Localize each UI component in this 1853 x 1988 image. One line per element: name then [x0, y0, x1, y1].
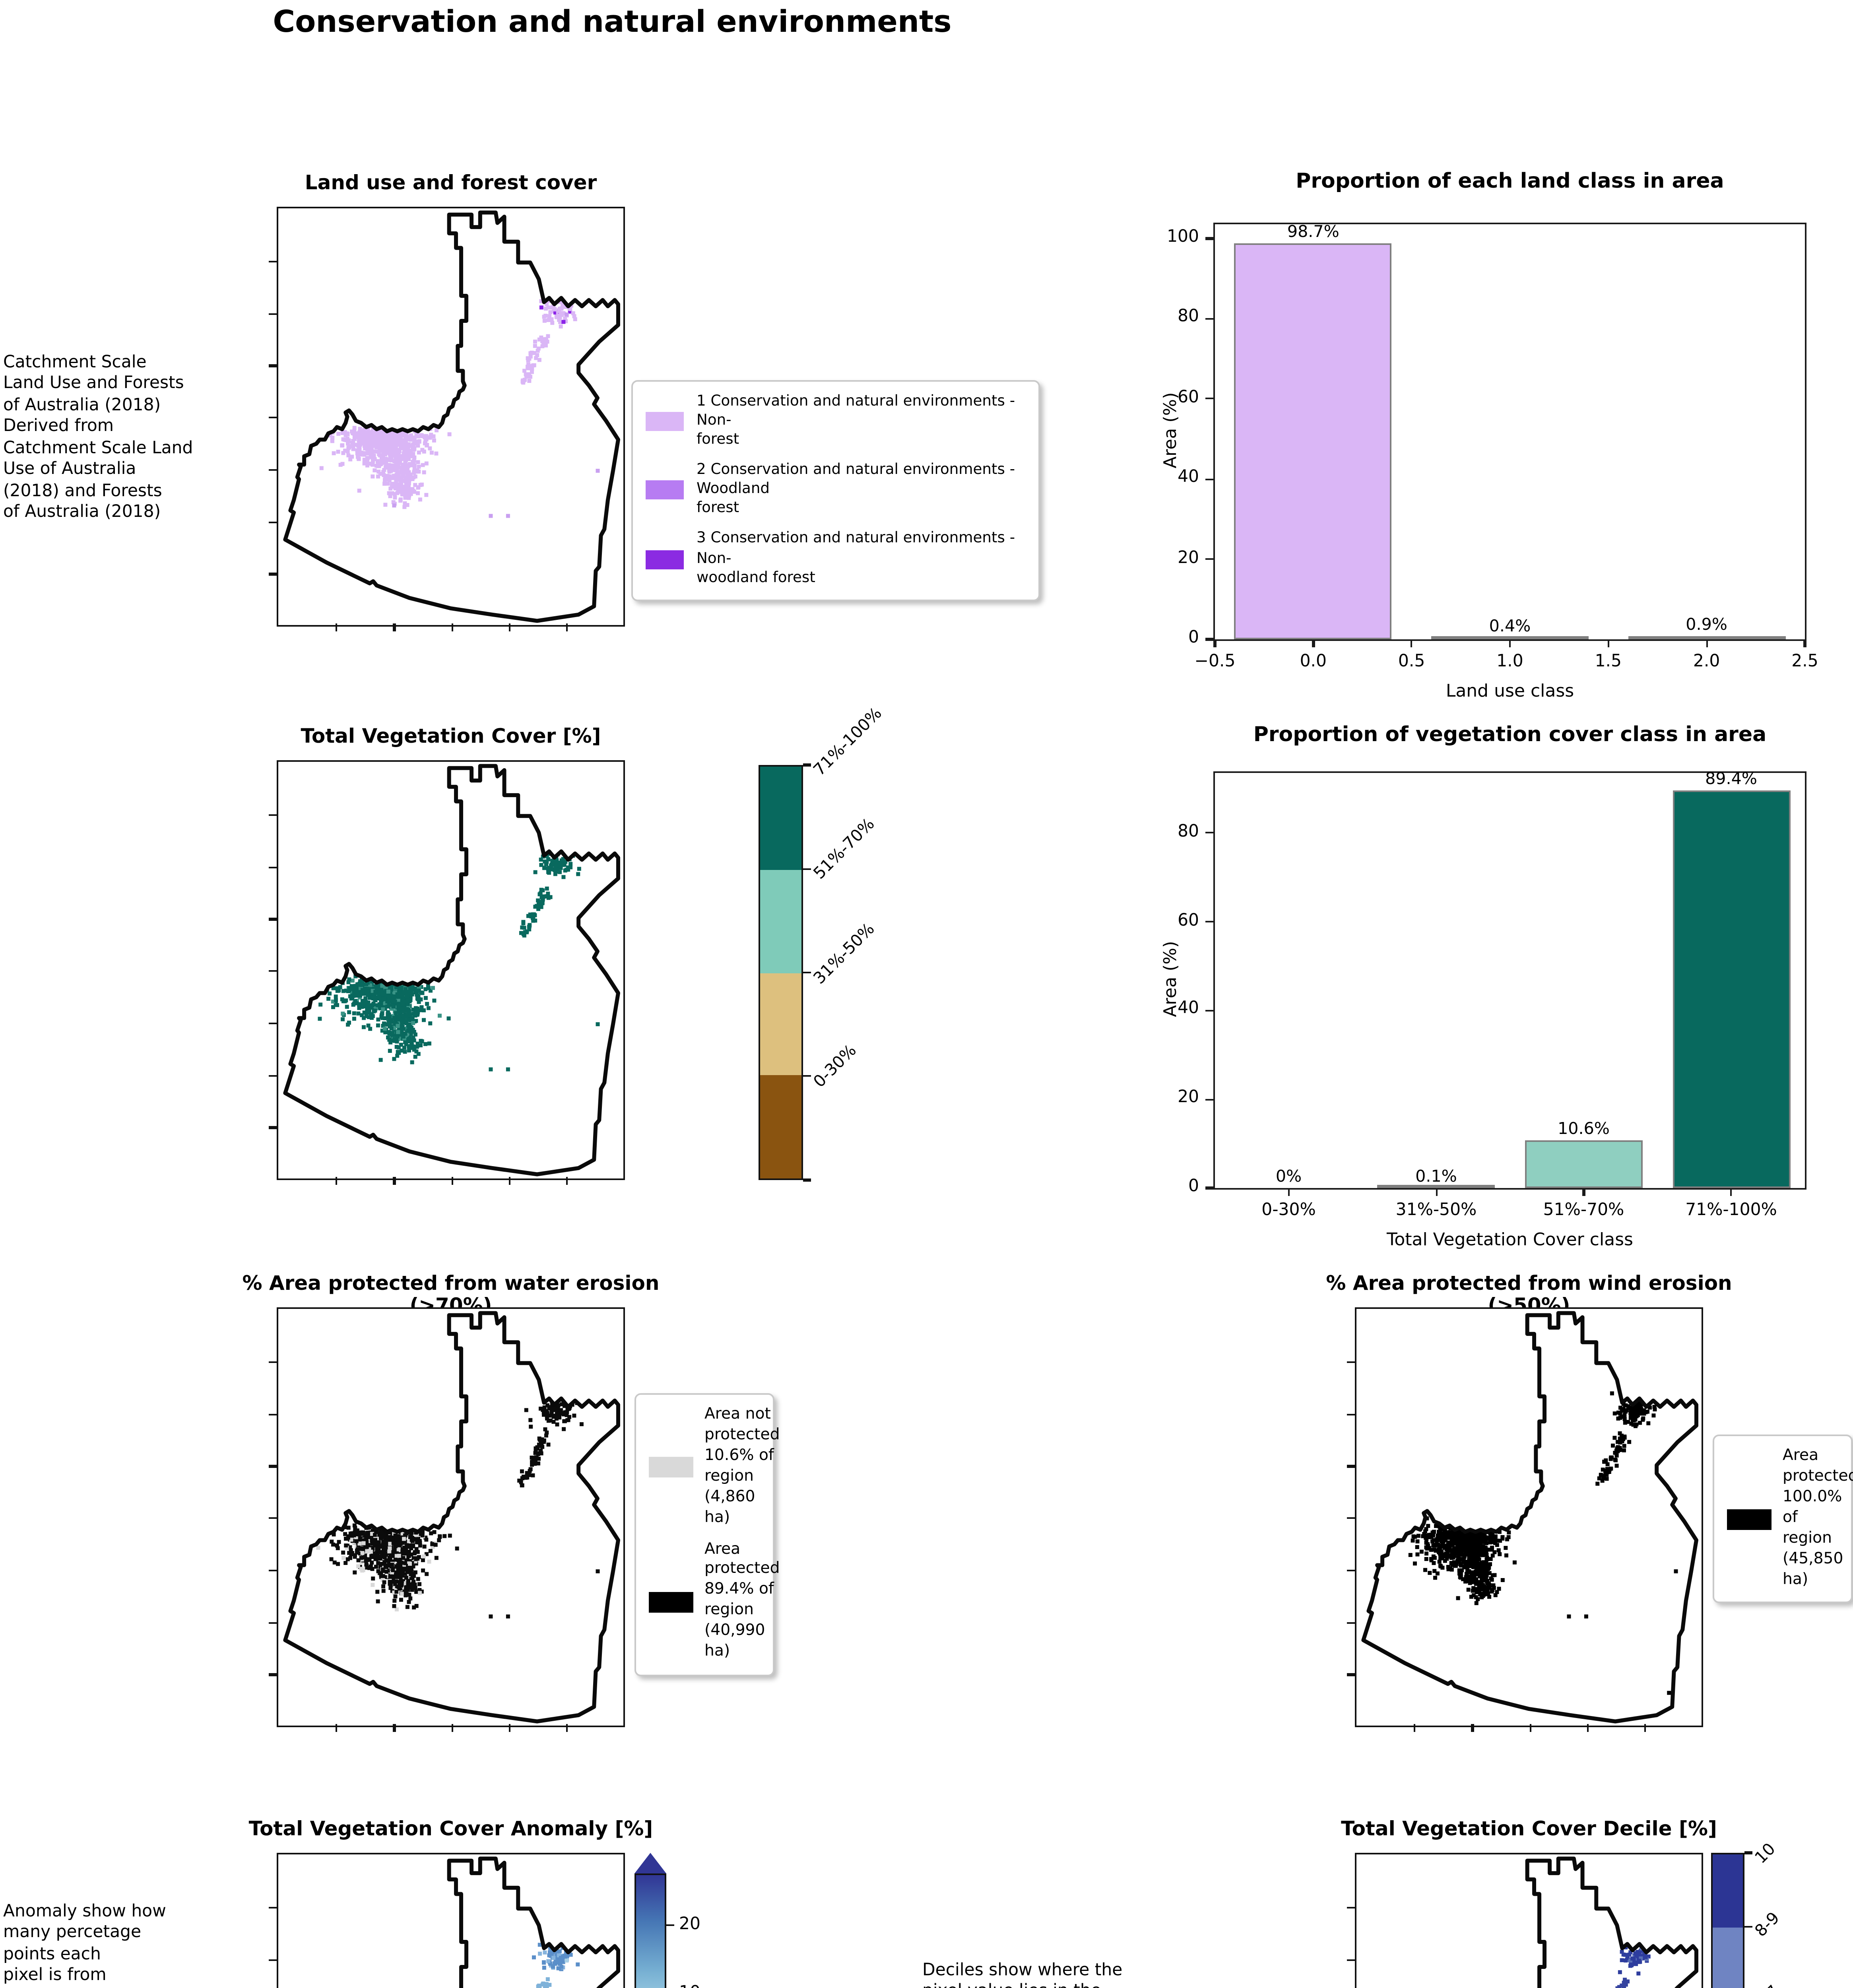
veg-class-chart-xlabel: Total Vegetation Cover class — [1386, 1229, 1633, 1250]
wind-erosion-map-title: % Area protected from wind erosion (>50%… — [1326, 1271, 1732, 1318]
anomaly-map-canvas — [278, 1854, 623, 1988]
wind-erosion-map-canvas — [1356, 1309, 1702, 1726]
woodland-forest-swatch — [646, 481, 684, 500]
legend-label: Area protected 100.0% of region (45,850 … — [1783, 1447, 1853, 1588]
veg-class-chart-title: Proportion of vegetation cover class in … — [1253, 724, 1767, 747]
decile-map — [1347, 1853, 1703, 1988]
veg-class-chart-plot: 0 20 40 60 80 0-30% 31%-50% 51%-70% 71%-100% 0% 0.… — [1178, 771, 1806, 1220]
legend-label: Area protected 89.4% of region (40,990 h… — [704, 1540, 780, 1661]
anomaly-map — [269, 1853, 625, 1988]
land-use-map — [269, 207, 625, 631]
anomaly-colorbar: 20100−10−20 — [634, 1853, 700, 1988]
legend-label: 1 Conservation and natural environments … — [697, 393, 1015, 449]
wind-erosion-map — [1347, 1307, 1703, 1732]
land-class-chart-plot: 0 20 40 60 80 100 −0.5 0.0 0.5 1.0 1.5 2.0 2.5 98.7% 0… — [1167, 223, 1818, 671]
water-erosion-legend: Area not protected 10.6% of region (4,86… — [634, 1393, 780, 1677]
protected-swatch — [1727, 1508, 1772, 1530]
veg-cover-map-canvas — [278, 762, 623, 1178]
page-title: Conservation and natural environments — [273, 5, 952, 40]
legend-label: Area not protected 10.6% of region (4,86… — [704, 1406, 780, 1526]
non-woodland-forest-swatch — [646, 549, 684, 569]
legend-item: Area protected 100.0% of region (45,850 … — [1727, 1447, 1853, 1591]
wind-erosion-legend: Area protected 100.0% of region (45,850 … — [1713, 1435, 1853, 1604]
legend-label: 3 Conservation and natural environments … — [697, 530, 1015, 586]
anomaly-side-note: Anomaly show how many percetage points e… — [3, 1902, 166, 1988]
protected-swatch — [649, 1592, 693, 1613]
legend-item: Area protected 89.4% of region (40,990 h… — [649, 1540, 780, 1664]
decile-side-note: Deciles show where the pixel value lies … — [922, 1961, 1123, 1988]
legend-item: Area not protected 10.6% of region (4,86… — [649, 1406, 780, 1529]
water-erosion-map-title: % Area protected from water erosion (>70… — [242, 1271, 660, 1318]
water-erosion-map — [269, 1307, 625, 1732]
water-erosion-map-canvas — [278, 1309, 623, 1726]
land-use-map-title: Land use and forest cover — [305, 170, 597, 194]
land-class-chart-xlabel: Land use class — [1446, 681, 1574, 701]
decile-map-title: Total Vegetation Cover Decile [%] — [1341, 1816, 1717, 1840]
legend-item: 1 Conservation and natural environments … — [646, 393, 1026, 450]
anomaly-map-title: Total Vegetation Cover Anomaly [%] — [248, 1816, 653, 1840]
decile-colorbar: 108-94-72-31 — [1711, 1841, 1784, 1988]
legend-item: 2 Conservation and natural environments … — [646, 462, 1026, 519]
land-use-legend: 1 Conservation and natural environments … — [631, 380, 1040, 601]
land-class-chart-title: Proportion of each land class in area — [1296, 170, 1724, 194]
veg-cover-map — [269, 760, 625, 1185]
land-use-map-canvas — [278, 208, 623, 625]
non-forest-swatch — [646, 412, 684, 431]
veg-cover-colorbar: 71%-100% 51%-70% 31%-50% 0-30% — [759, 705, 886, 1181]
legend-label: 2 Conservation and natural environments … — [697, 461, 1015, 518]
land-use-side-note: Catchment Scale Land Use and Forests of … — [3, 353, 193, 522]
legend-item: 3 Conservation and natural environments … — [646, 530, 1026, 588]
not-protected-swatch — [649, 1457, 693, 1478]
decile-map-canvas — [1356, 1854, 1702, 1988]
veg-cover-map-title: Total Vegetation Cover [%] — [301, 724, 601, 747]
